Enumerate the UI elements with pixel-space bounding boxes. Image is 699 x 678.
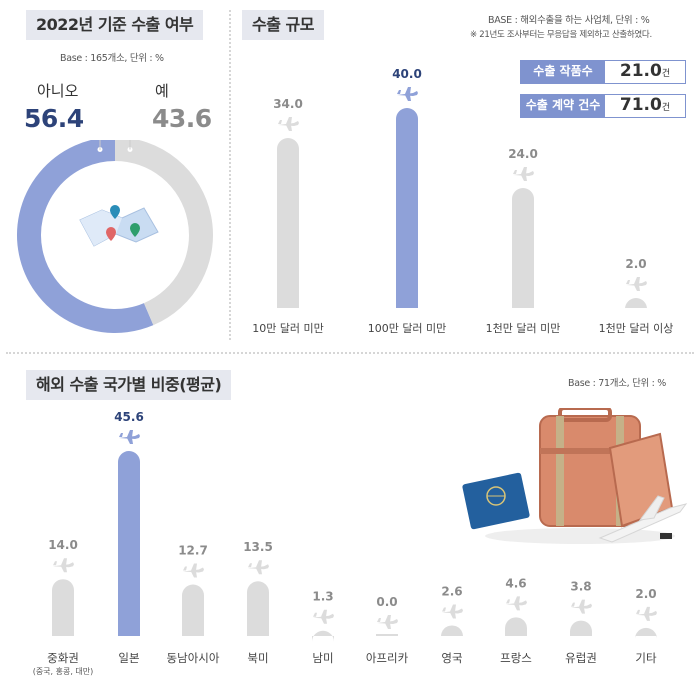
bar [312, 630, 334, 642]
category-label: 프랑스 [500, 651, 532, 665]
stat-row-contracts: 수출 계약 건수 71.0건 [520, 94, 686, 118]
data-label: 4.6 [505, 576, 526, 590]
stat-row-works: 수출 작품수 21.0건 [520, 60, 686, 84]
data-label: 14.0 [48, 538, 78, 552]
airplane-icon [598, 495, 688, 543]
pie-section-title: 2022년 기준 수출 여부 [26, 10, 204, 40]
data-label: 45.6 [114, 410, 144, 424]
category-label: 1천만 달러 미만 [486, 321, 561, 335]
bar-airplane-icon [119, 430, 140, 444]
bar-airplane-icon [506, 596, 527, 611]
data-label: 2.0 [625, 257, 646, 271]
pie-no-value: 56.4 [24, 104, 84, 133]
data-label: 40.0 [392, 67, 422, 81]
category-sublabel: (중국, 홍콩, 대만) [33, 666, 94, 676]
bar [441, 625, 463, 637]
category-label: 영국 [441, 651, 462, 665]
bar [182, 584, 204, 636]
bar [635, 627, 657, 639]
bar [376, 634, 398, 636]
category-label: 유럽권 [565, 651, 597, 665]
scale-bar-chart: 34.0 10만 달러 미만 40.0 100만 달러 미만 24.0 1천만 달러 미만… [252, 67, 674, 335]
scale-footnote: ※ 21년도 조사부터는 무응답을 제외하고 산출하였다. [470, 30, 652, 40]
bar-airplane-icon [626, 277, 647, 291]
data-label: 2.0 [635, 587, 656, 601]
bar-airplane-icon [183, 563, 204, 578]
donut-chart [17, 140, 213, 333]
vertical-divider [229, 10, 231, 340]
stat-value: 21.0건 [619, 61, 671, 81]
category-label: 일본 [118, 651, 139, 665]
bar [570, 620, 592, 636]
luggage-illustration [462, 408, 688, 544]
bar [396, 108, 418, 308]
data-label: 3.8 [570, 580, 591, 594]
map-icon [79, 205, 159, 247]
category-label: 10만 달러 미만 [252, 322, 324, 335]
data-label: 1.3 [312, 590, 333, 604]
data-label: 34.0 [273, 97, 303, 111]
bar-airplane-icon [313, 609, 334, 624]
bar [625, 298, 647, 309]
data-label: 2.6 [441, 584, 462, 598]
bar-airplane-icon [513, 167, 534, 181]
pie-yes-label: 예 [155, 82, 169, 100]
bar-airplane-icon [278, 117, 299, 131]
bar-airplane-icon [53, 558, 74, 573]
scale-base-note: BASE : 해외수출을 하는 사업체, 단위 : % [488, 15, 650, 26]
data-label: 13.5 [243, 540, 273, 554]
bar [277, 138, 299, 308]
data-label: 0.0 [376, 595, 397, 609]
bar [505, 617, 527, 636]
data-label: 24.0 [508, 147, 538, 161]
pie-base-note: Base : 165개소, 단위 : % [60, 53, 164, 64]
country-base-note: Base : 71개소, 단위 : % [568, 378, 667, 389]
category-label: 중화권 [47, 651, 79, 665]
pie-no-label: 아니오 [37, 82, 79, 100]
bar [52, 579, 74, 636]
category-label: 북미 [247, 651, 268, 665]
bar-airplane-icon [571, 599, 592, 614]
category-label: 1천만 달러 이상 [599, 321, 674, 335]
passport-icon [462, 472, 530, 530]
bar [118, 451, 140, 636]
donut-slice-yes [114, 140, 213, 326]
stat-label: 수출 계약 건수 [521, 95, 605, 117]
category-label: 남미 [312, 651, 333, 665]
category-label: 기타 [635, 651, 657, 665]
category-label: 동남아시아 [167, 651, 220, 665]
bar-airplane-icon [636, 606, 657, 621]
bar [512, 188, 534, 308]
scale-section-title: 수출 규모 [242, 10, 324, 40]
country-bar-chart: 14.0 중화권(중국, 홍콩, 대만) 45.6 일본 12.7 동남아시아 13.5 북미… [33, 410, 657, 676]
donut-slice-no [17, 140, 154, 333]
bar-airplane-icon [442, 604, 463, 619]
bar [247, 581, 269, 636]
pie-yes-value: 43.6 [152, 104, 212, 133]
bar-airplane-icon [377, 615, 398, 629]
data-label: 12.7 [178, 543, 208, 557]
country-section-title: 해외 수출 국가별 비중(평균) [26, 370, 232, 400]
bar-airplane-icon [248, 560, 269, 575]
category-label: 100만 달러 미만 [368, 322, 447, 335]
stat-label: 수출 작품수 [521, 61, 605, 83]
bar-airplane-icon [397, 87, 418, 101]
stat-value: 71.0건 [619, 95, 671, 115]
category-label: 아프리카 [366, 651, 409, 665]
horizontal-divider [6, 352, 694, 354]
